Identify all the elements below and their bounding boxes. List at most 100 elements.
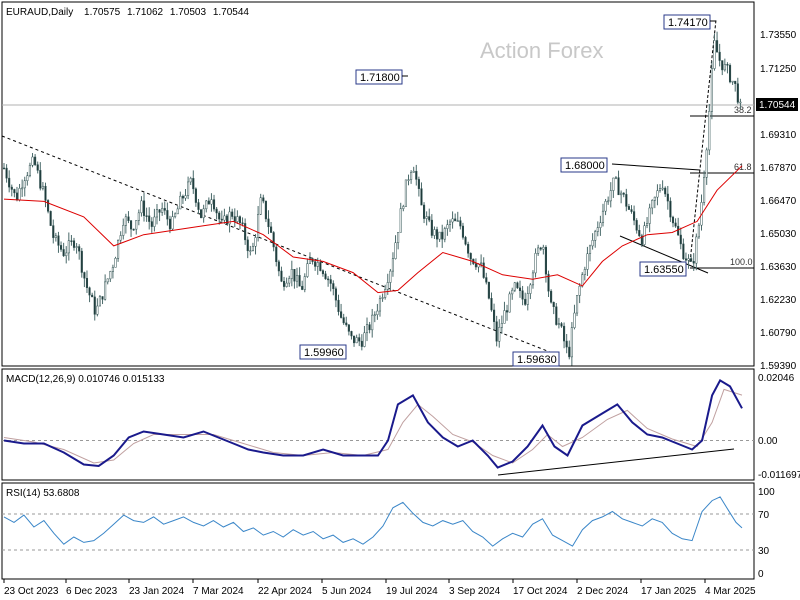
candle-body	[480, 262, 483, 265]
candle-body	[695, 236, 698, 264]
candle-body	[355, 337, 358, 344]
candle-body	[163, 208, 166, 211]
candle-body	[521, 290, 524, 300]
candle-body	[438, 231, 441, 240]
candle-body	[596, 227, 599, 232]
candle-body	[627, 206, 630, 210]
candle-body	[451, 218, 454, 223]
candle-body	[682, 243, 685, 259]
x-axis: 23 Oct 2023 6 Dec 2023 23 Jan 2024 7 Mar 20…	[3, 579, 756, 597]
candle-body	[692, 261, 695, 264]
candle-body	[373, 314, 376, 316]
rsi-y-axis: 100 70 30 0	[758, 487, 775, 580]
candle-body	[485, 277, 488, 283]
candle-body	[674, 222, 677, 227]
candle-body	[49, 211, 52, 226]
candle-body	[482, 262, 485, 278]
candle-body	[721, 60, 724, 71]
candle-body	[189, 178, 192, 183]
candle-body	[174, 213, 177, 217]
candle-body	[306, 263, 309, 277]
ohlc-high: 1.71062	[127, 7, 164, 18]
candle-body	[345, 322, 348, 326]
candle-body	[384, 289, 387, 298]
candle-body	[10, 186, 13, 190]
candle-body	[298, 275, 301, 287]
x-tick-label: 3 Sep 2024	[449, 586, 501, 597]
candle-body	[220, 218, 223, 221]
candle-body	[54, 235, 57, 238]
candle-body	[599, 222, 602, 228]
candle-body	[301, 285, 304, 290]
candle-body	[734, 80, 737, 84]
candle-body	[303, 276, 306, 290]
price-y-tick: 1.59390	[760, 361, 797, 372]
candle-body	[705, 149, 708, 178]
candle-body	[609, 190, 612, 202]
candle-body	[441, 231, 444, 240]
candle-body	[78, 246, 81, 252]
candle-body	[267, 218, 270, 228]
candle-body	[495, 321, 498, 342]
macd-main-line	[3, 378, 743, 469]
candle-body	[581, 274, 584, 287]
candle-body	[342, 317, 345, 324]
candle-body	[503, 310, 506, 324]
candle-body	[443, 228, 446, 240]
x-tick-label: 17 Jan 2025	[641, 586, 696, 597]
candle-body	[508, 293, 511, 313]
candle-body	[106, 278, 109, 283]
candle-body	[697, 224, 700, 238]
price-y-tick: 1.71250	[760, 64, 797, 75]
candle-body	[640, 235, 643, 245]
candle-body	[690, 258, 693, 262]
macd-panel-title: MACD(12,26,9) 0.010746 0.015133	[6, 374, 165, 385]
candle-body	[93, 296, 96, 315]
ohlc-open: 1.70575	[84, 7, 121, 18]
callout-label: 1.71800	[360, 72, 400, 84]
candle-body	[363, 332, 366, 347]
candle-body	[575, 295, 579, 314]
annotation-1-68000: 1.68000	[560, 157, 608, 173]
upper-channel-line	[611, 163, 701, 171]
candle-body	[329, 279, 332, 284]
candle-body	[334, 288, 337, 301]
candle-body	[534, 253, 537, 274]
x-tick-label: 22 Apr 2024	[258, 586, 312, 597]
candle-body	[614, 177, 617, 179]
fib-projection-line	[689, 19, 717, 263]
candle-body	[275, 246, 278, 263]
candle-body	[13, 189, 16, 194]
candle-body	[666, 193, 669, 202]
candle-body	[505, 310, 509, 313]
candle-body	[550, 290, 553, 303]
candle-body	[233, 216, 236, 222]
candle-body	[684, 258, 688, 261]
candle-body	[703, 176, 706, 203]
candle-body	[656, 190, 659, 198]
fib-label-61: 61.8	[734, 162, 752, 172]
candle-body	[119, 235, 122, 241]
candle-body	[308, 258, 312, 264]
candle-body	[314, 261, 317, 267]
candle-body	[661, 187, 664, 190]
candle-body	[130, 220, 133, 230]
candle-body	[321, 270, 324, 275]
candle-body	[70, 240, 73, 242]
candle-body	[560, 323, 563, 327]
candle-body	[111, 267, 114, 272]
candle-body	[210, 199, 213, 205]
price-y-tick: 1.67870	[760, 163, 797, 174]
callout-box	[639, 261, 687, 277]
candle-body	[282, 281, 286, 287]
candle-body	[671, 216, 675, 224]
callout-label: 1.63550	[644, 264, 684, 276]
candle-body	[59, 245, 63, 250]
candle-body	[202, 208, 205, 219]
candle-body	[433, 229, 436, 236]
rsi-panel-title: RSI(14) 53.6808	[6, 488, 80, 499]
price-panel-frame	[1, 1, 755, 367]
candle-body	[557, 323, 560, 325]
callout-label: 1.59630	[517, 354, 557, 366]
